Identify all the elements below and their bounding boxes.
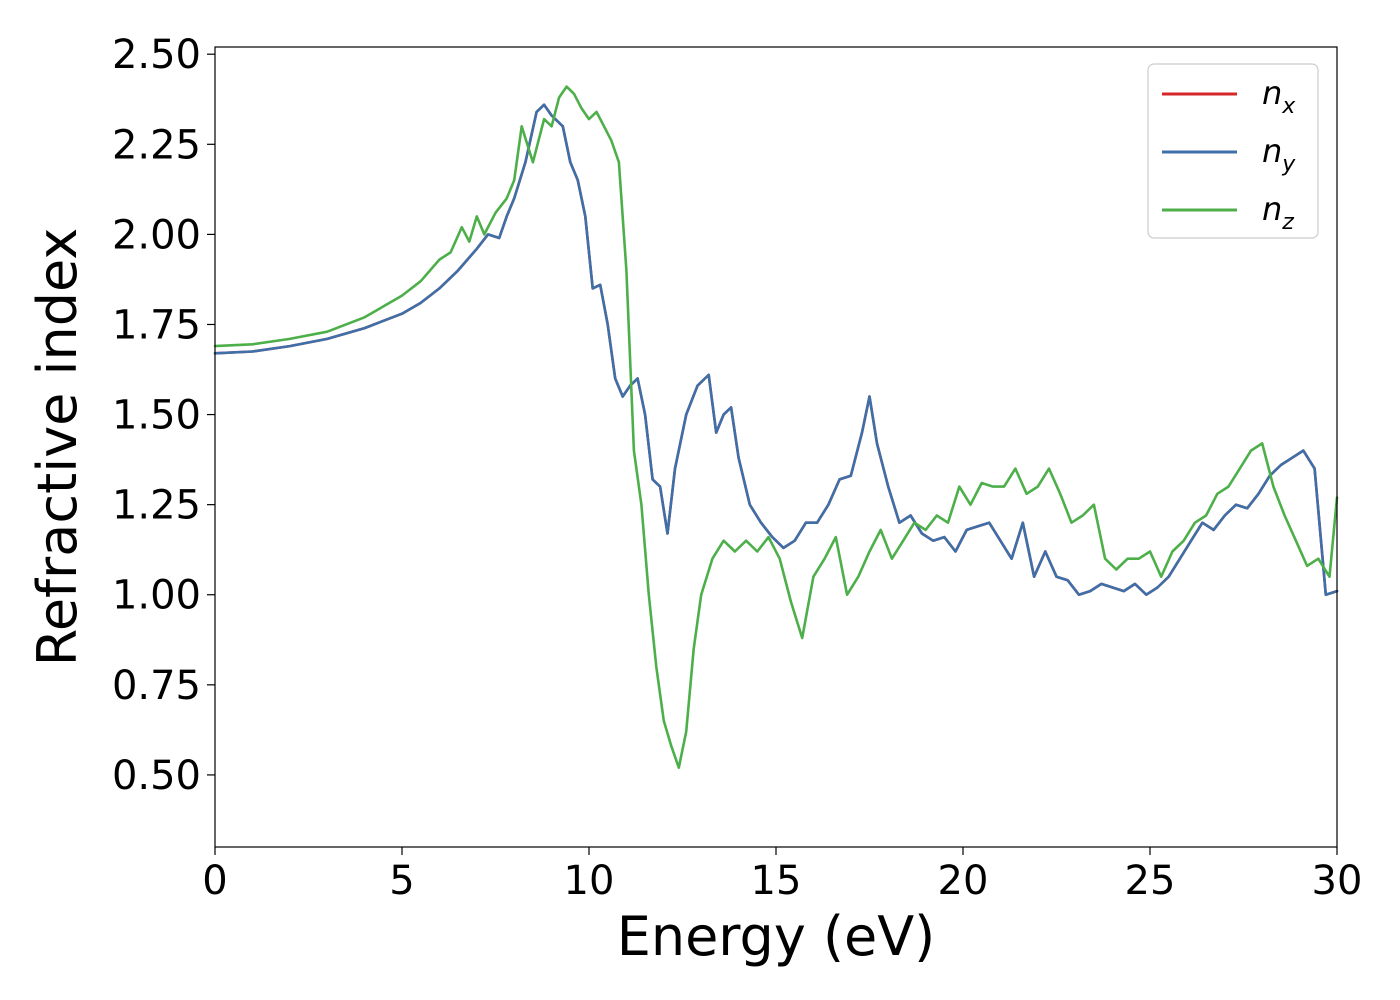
y-tick-label: 1.25 — [112, 483, 201, 529]
y-tick-label: 2.00 — [112, 212, 201, 258]
x-tick-label: 0 — [202, 858, 227, 904]
x-tick-label: 30 — [1312, 858, 1363, 904]
legend-label-x: nx — [1262, 74, 1296, 119]
series-line-y — [213, 103, 1339, 596]
y-tick-label: 1.50 — [112, 393, 201, 439]
series-layer — [213, 85, 1339, 769]
y-tick-label: 0.75 — [112, 663, 201, 709]
y-tick-label: 2.50 — [112, 32, 201, 78]
y-axis-label: Refractive index — [26, 228, 89, 667]
x-axis-label: Energy (eV) — [617, 905, 936, 968]
x-tick-label: 20 — [938, 858, 989, 904]
y-tick-label: 2.25 — [112, 122, 201, 168]
x-tick-label: 5 — [389, 858, 414, 904]
y-tick-label: 1.75 — [112, 302, 201, 348]
y-tick-label: 0.50 — [112, 753, 201, 799]
x-tick-label: 25 — [1125, 858, 1176, 904]
y-tick-label: 1.00 — [112, 573, 201, 619]
legend-label-y: ny — [1262, 132, 1296, 177]
legend-label-z: nz — [1262, 190, 1294, 235]
legend: nx ny nz — [1147, 63, 1319, 239]
x-tick-label: 15 — [751, 858, 802, 904]
x-axis: 0 5 10 15 20 25 30 — [202, 847, 1362, 904]
series-line-z — [213, 85, 1339, 769]
x-tick-label: 10 — [564, 858, 615, 904]
y-axis: 0.50 0.75 1.00 1.25 1.50 1.75 2.00 2.25 2.50 — [112, 32, 215, 799]
